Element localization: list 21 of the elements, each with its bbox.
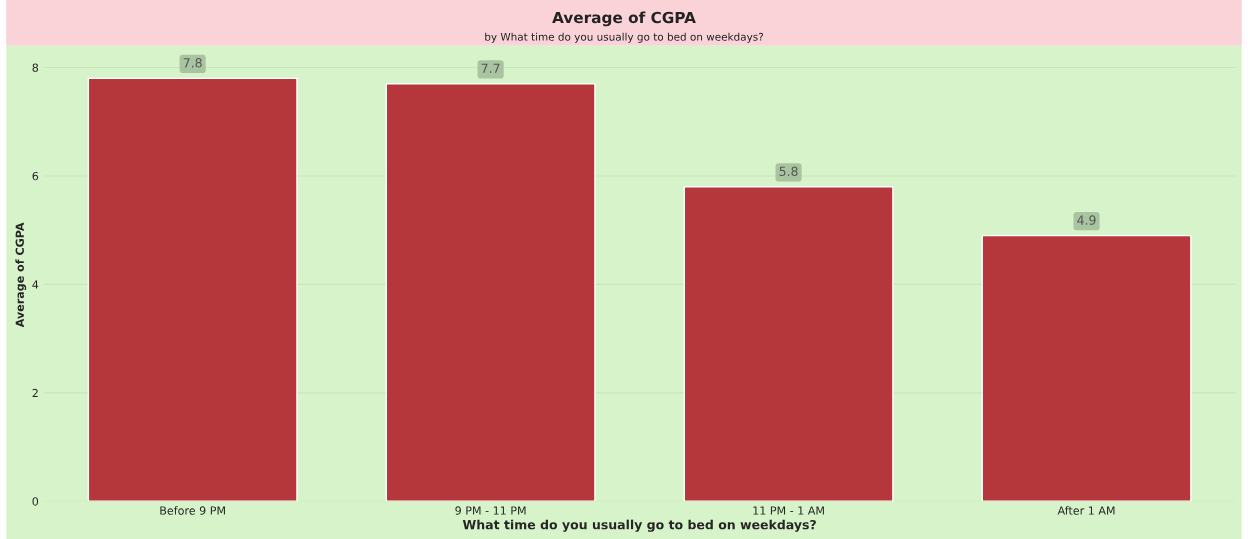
bar <box>385 83 596 502</box>
chart-subtitle: by What time do you usually go to bed on weekdays? <box>485 32 763 43</box>
y-tick-label: 4 <box>32 280 39 289</box>
x-tick-label: After 1 AM <box>1057 506 1115 515</box>
data-label: 4.9 <box>1077 215 1096 225</box>
y-tick-label: 2 <box>32 388 38 398</box>
x-axis-title: What time do you usually go to bed on weekdays? <box>462 519 816 532</box>
data-label: 5.8 <box>779 166 798 177</box>
x-tick-label: Before 9 PM <box>160 506 225 515</box>
y-tick-label: 6 <box>32 171 39 181</box>
x-tick-label: 9 PM - 11 PM <box>455 506 526 515</box>
bar <box>87 77 298 502</box>
y-axis-title: Average of CGPA <box>15 222 27 328</box>
y-tick-label: 8 <box>32 63 39 72</box>
x-tick-label: 11 PM - 1 AM <box>753 506 824 515</box>
data-label: 7.8 <box>183 58 202 68</box>
bar <box>683 186 894 502</box>
y-tick-label: 0 <box>32 497 39 506</box>
bar <box>981 234 1192 502</box>
chart-title: Average of CGPA <box>552 11 696 27</box>
data-label: 7.7 <box>481 63 500 73</box>
